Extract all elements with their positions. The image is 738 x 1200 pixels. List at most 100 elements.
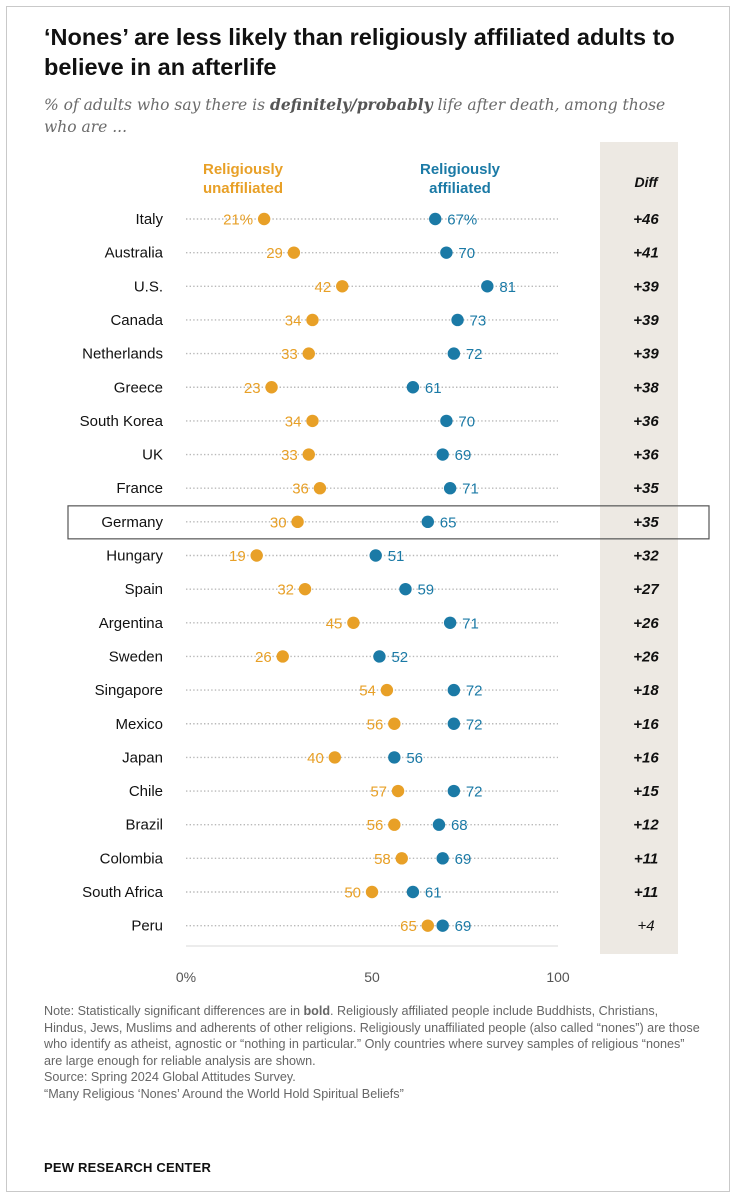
dot-affiliated-italy	[429, 212, 442, 226]
dot-unaffiliated-australia	[287, 246, 301, 259]
value-affiliated-germany: 65	[440, 514, 457, 531]
source-text: Source: Spring 2024 Global Attitudes Sur…	[44, 1070, 296, 1084]
dot-affiliated-singapore	[447, 683, 461, 697]
diff-value-sweden: +26	[633, 648, 659, 665]
country-label-germany: Germany	[101, 514, 163, 531]
note-bold: bold	[303, 1004, 331, 1018]
notes: Note: Statistically significant differen…	[44, 1003, 704, 1102]
country-label-brazil: Brazil	[125, 817, 163, 834]
country-label-canada: Canada	[110, 312, 163, 329]
country-label-sweden: Sweden	[109, 648, 163, 665]
dot-affiliated-south-africa	[406, 885, 420, 899]
dot-unaffiliated-hungary	[250, 549, 263, 562]
diff-value-chile: +15	[633, 783, 659, 800]
value-unaffiliated-argentina: 45	[326, 615, 343, 632]
figure-frame	[6, 6, 730, 1192]
dot-unaffiliated-netherlands	[302, 347, 315, 360]
dot-plot: Diff Religiously unaffiliated Religiously af…	[67, 142, 710, 985]
country-label-colombia: Colombia	[100, 850, 164, 867]
dot-affiliated-greece	[406, 381, 420, 394]
value-unaffiliated-canada: 34	[285, 312, 302, 329]
value-unaffiliated-italy: 21%	[223, 212, 253, 229]
diff-value-spain: +27	[633, 581, 659, 598]
dot-affiliated-mexico	[447, 717, 461, 730]
diff-value-japan: +16	[633, 749, 659, 766]
dot-affiliated-australia	[440, 246, 453, 259]
brand-logo-text: PEW RESEARCH CENTER	[44, 1160, 212, 1175]
dot-affiliated-france	[443, 482, 457, 495]
dot-unaffiliated-canada	[306, 313, 319, 327]
value-unaffiliated-japan: 40	[307, 750, 324, 767]
value-unaffiliated-uk: 33	[281, 447, 298, 464]
value-affiliated-sweden: 52	[391, 649, 408, 666]
diff-value-u-s-: +39	[633, 278, 659, 295]
value-unaffiliated-hungary: 19	[229, 548, 246, 565]
dot-unaffiliated-germany	[291, 515, 304, 529]
dot-affiliated-uk	[436, 448, 449, 461]
legend-unaffiliated-line: Religiously	[203, 161, 284, 178]
dot-affiliated-germany	[421, 515, 434, 529]
diff-value-mexico: +16	[633, 716, 659, 733]
dot-affiliated-sweden	[373, 650, 386, 663]
value-affiliated-argentina: 71	[462, 615, 479, 632]
chart-title: ‘Nones’ are less likely than religiously…	[44, 24, 675, 80]
country-label-south-korea: South Korea	[80, 413, 164, 430]
value-affiliated-uk: 69	[455, 447, 472, 464]
value-affiliated-u-s-: 81	[499, 279, 516, 296]
subtitle-bold: definitely/probably	[269, 95, 433, 114]
dot-unaffiliated-greece	[265, 381, 278, 394]
country-label-japan: Japan	[122, 749, 163, 766]
dot-unaffiliated-south-africa	[365, 885, 379, 899]
dot-affiliated-argentina	[443, 616, 457, 629]
legend-unaffiliated: Religiously unaffiliated	[203, 161, 284, 197]
dot-unaffiliated-argentina	[347, 616, 360, 629]
diff-value-south-korea: +36	[633, 413, 659, 430]
value-unaffiliated-peru: 65	[400, 918, 417, 935]
dot-affiliated-chile	[447, 784, 461, 798]
country-label-spain: Spain	[125, 581, 163, 598]
dot-unaffiliated-sweden	[276, 650, 289, 663]
value-unaffiliated-south-africa: 50	[344, 885, 361, 902]
value-affiliated-singapore: 72	[466, 683, 483, 700]
diff-value-france: +35	[633, 480, 659, 497]
value-affiliated-canada: 73	[470, 312, 487, 329]
report-title: “Many Religious ‘Nones’ Around the World…	[44, 1086, 404, 1101]
diff-value-brazil: +12	[633, 817, 659, 834]
country-label-hungary: Hungary	[106, 548, 163, 565]
country-label-peru: Peru	[131, 918, 163, 935]
country-label-south-africa: South Africa	[82, 884, 164, 901]
dot-unaffiliated-mexico	[388, 717, 401, 730]
value-unaffiliated-netherlands: 33	[281, 346, 298, 363]
value-affiliated-chile: 72	[466, 784, 483, 801]
country-label-mexico: Mexico	[115, 716, 163, 733]
value-unaffiliated-france: 36	[292, 481, 309, 498]
diff-value-singapore: +18	[633, 682, 659, 699]
subtitle-post: life after death, among those who are ..…	[44, 96, 666, 136]
value-unaffiliated-mexico: 56	[367, 716, 384, 733]
x-tick-label: 50	[364, 969, 380, 985]
note-pre: Note: Statistically significant differen…	[44, 1004, 304, 1018]
x-tick-label: 0%	[176, 969, 196, 985]
value-affiliated-peru: 69	[455, 918, 472, 935]
value-affiliated-hungary: 51	[388, 548, 405, 565]
value-affiliated-spain: 59	[417, 582, 434, 599]
value-affiliated-brazil: 68	[451, 817, 468, 834]
dot-unaffiliated-spain	[298, 582, 312, 596]
value-affiliated-south-korea: 70	[458, 413, 475, 430]
value-affiliated-japan: 56	[406, 750, 423, 767]
value-affiliated-mexico: 72	[466, 716, 483, 733]
value-affiliated-italy: 67%	[447, 212, 477, 229]
dot-affiliated-peru	[436, 919, 449, 932]
highlight-box-germany	[67, 505, 710, 540]
legend-affiliated: Religiously affiliated	[420, 161, 501, 197]
value-affiliated-france: 71	[462, 481, 479, 498]
dot-affiliated-canada	[451, 313, 464, 327]
country-label-uk: UK	[142, 447, 163, 464]
country-label-argentina: Argentina	[99, 615, 164, 632]
diff-value-colombia: +11	[634, 850, 658, 867]
note-post: . Religiously affiliated people include …	[44, 1004, 700, 1068]
diff-value-peru: +4	[637, 918, 654, 935]
legend-affiliated-line: affiliated	[429, 180, 491, 197]
country-label-france: France	[116, 480, 163, 497]
dot-affiliated-colombia	[436, 852, 449, 865]
